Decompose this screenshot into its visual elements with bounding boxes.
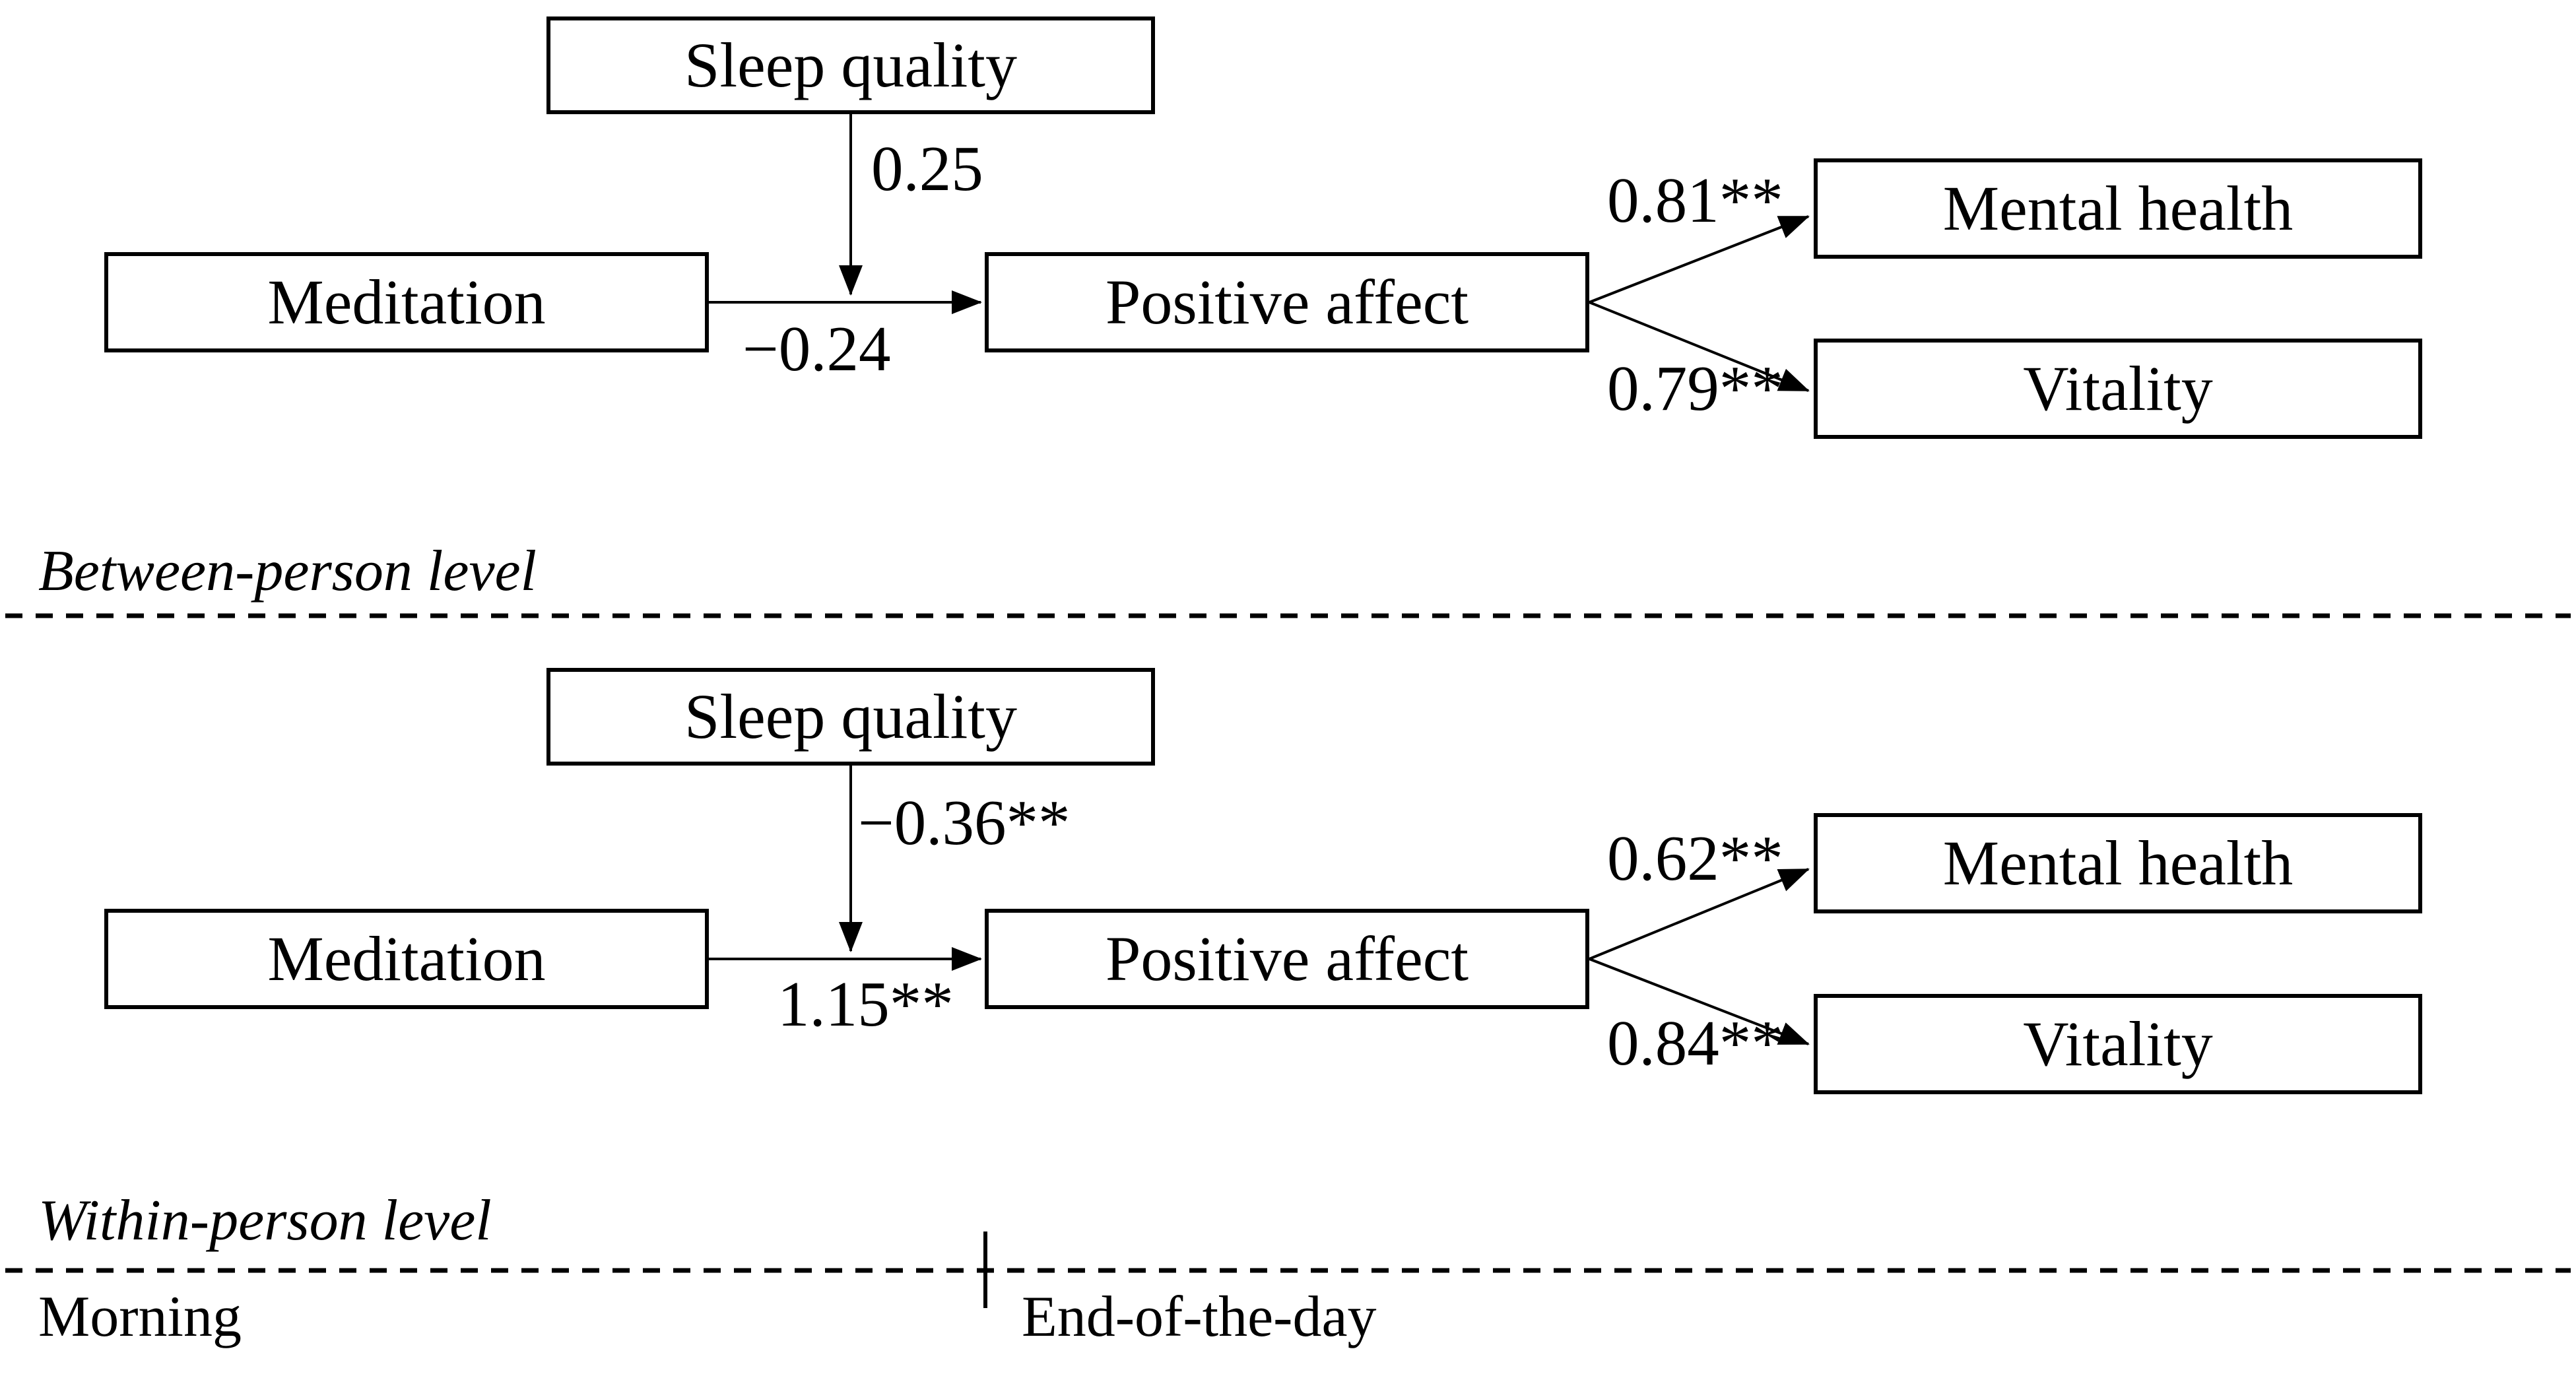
label-end-of-day: End-of-the-day (1022, 1285, 1377, 1349)
label-within-person-level: Within-person level (38, 1189, 492, 1253)
coef-within-positive-affect-mental-health: 0.62** (1607, 823, 1783, 894)
box-within-vitality: Vitality (1814, 994, 2422, 1094)
arrow-within-positive-affect-to-vitality (1589, 958, 1810, 1045)
box-within-mental-health: Mental health (1814, 813, 2422, 913)
arrow-between-positive-affect-to-mental-health (1589, 215, 1810, 304)
arrow-within-positive-affect-to-mental-health (1589, 868, 1810, 960)
coef-between-positive-affect-mental-health: 0.81** (1607, 165, 1783, 236)
box-between-sleep-quality: Sleep quality (546, 16, 1155, 114)
coef-between-positive-affect-vitality: 0.79** (1607, 353, 1783, 424)
coef-between-meditation-positive-affect: −0.24 (743, 313, 891, 384)
box-between-meditation: Meditation (104, 252, 709, 352)
box-between-positive-affect: Positive affect (985, 252, 1589, 352)
box-between-mental-health: Mental health (1814, 158, 2422, 259)
box-within-positive-affect: Positive affect (985, 909, 1589, 1009)
box-between-vitality: Vitality (1814, 339, 2422, 439)
coef-within-sleep-moderation: −0.36** (858, 787, 1071, 858)
box-within-sleep-quality: Sleep quality (546, 668, 1155, 766)
coef-between-sleep-moderation: 0.25 (871, 133, 983, 204)
box-within-meditation: Meditation (104, 909, 709, 1009)
arrow-between-positive-affect-to-vitality (1589, 301, 1810, 392)
coef-within-positive-affect-vitality: 0.84** (1607, 1008, 1783, 1078)
label-morning: Morning (38, 1285, 242, 1349)
coef-within-meditation-positive-affect: 1.15** (777, 969, 954, 1039)
label-between-person-level: Between-person level (38, 539, 537, 603)
